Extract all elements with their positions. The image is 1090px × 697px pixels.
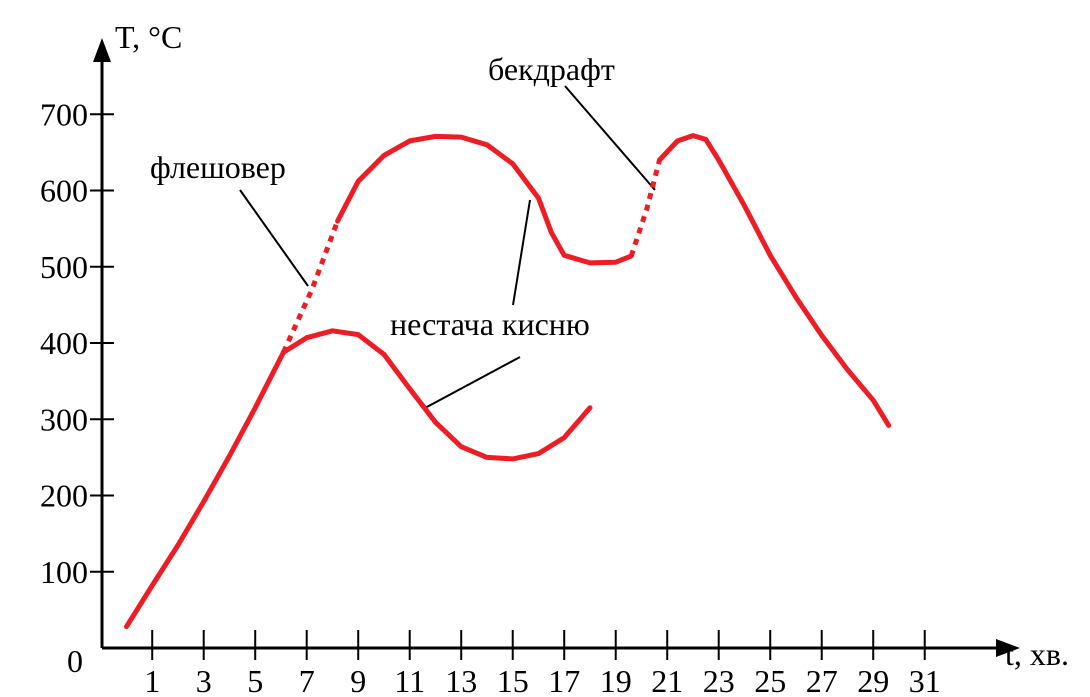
x-tick-label: 5: [247, 663, 263, 697]
x-axis-arrow: [996, 639, 1020, 657]
line: [628, 159, 662, 257]
x-tick-label: 17: [548, 663, 580, 697]
annotation: бекдрафт: [488, 51, 615, 87]
x-tick-label: 11: [394, 663, 425, 697]
x-tick-label: 7: [299, 663, 315, 697]
line: [335, 133, 634, 266]
y-tick-label: 400: [40, 325, 88, 361]
line: [124, 349, 286, 630]
leader-line: [512, 199, 531, 306]
x-tick-label: 31: [909, 663, 941, 697]
x-tick-label: 15: [497, 663, 529, 697]
x-tick-label: 19: [600, 663, 632, 697]
y-axis-arrow: [93, 38, 111, 62]
x-tick-label: 13: [445, 663, 477, 697]
leader-line: [424, 356, 521, 409]
x-tick-label: 29: [857, 663, 889, 697]
x-tick-label: 3: [196, 663, 212, 697]
x-tick-label: 1: [144, 663, 160, 697]
y-tick-label: 100: [40, 554, 88, 590]
x-tick-label: 25: [754, 663, 786, 697]
x-tick-label: 9: [350, 663, 366, 697]
y-tick-label: 0: [67, 643, 83, 679]
line: [281, 328, 593, 462]
y-axis-label: T, °C: [115, 19, 182, 55]
x-axis-label: t, хв.: [1005, 636, 1069, 672]
leader-line: [564, 85, 656, 191]
leader-lines: [239, 85, 656, 409]
y-tick-label: 200: [40, 478, 88, 514]
annotation: флешовер: [150, 149, 286, 185]
y-tick-label: 600: [40, 173, 88, 209]
x-tick-label: 27: [806, 663, 838, 697]
leader-line: [239, 189, 309, 287]
x-tick-label: 23: [703, 663, 735, 697]
line: [657, 133, 892, 428]
x-tick-label: 21: [651, 663, 683, 697]
y-tick-label: 500: [40, 249, 88, 285]
y-tick-label: 300: [40, 401, 88, 437]
y-tick-label: 700: [40, 96, 88, 132]
annotation: нестача кисню: [390, 306, 590, 342]
